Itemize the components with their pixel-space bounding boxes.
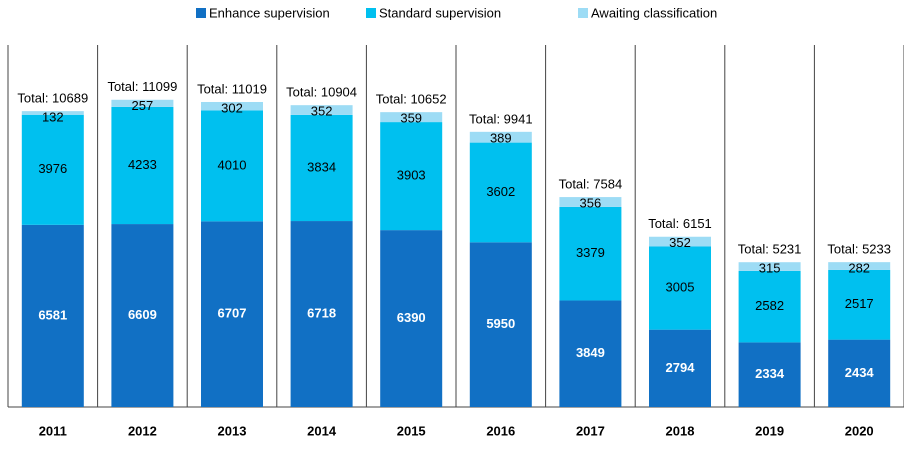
bar-segment xyxy=(380,122,443,231)
legend-label: Enhance supervision xyxy=(209,5,330,20)
legend-swatch xyxy=(366,8,376,18)
bar-segment xyxy=(201,101,263,111)
value-label: 302 xyxy=(221,100,243,115)
total-label: Total: 9941 xyxy=(469,111,533,126)
bar-segment xyxy=(21,111,84,115)
value-label: 352 xyxy=(669,235,691,250)
bar-segment xyxy=(290,105,353,115)
value-label: 3602 xyxy=(486,184,515,199)
x-tick-label: 2016 xyxy=(486,423,515,438)
value-label: 352 xyxy=(311,104,333,119)
total-label: Total: 10904 xyxy=(286,85,357,100)
bar-segment xyxy=(201,110,263,222)
value-label: 4010 xyxy=(218,157,247,172)
value-label: 257 xyxy=(132,98,154,113)
x-tick-label: 2014 xyxy=(307,423,337,438)
total-label: Total: 7584 xyxy=(559,177,623,192)
bar-segment xyxy=(469,242,532,407)
bar-segment xyxy=(469,131,532,143)
x-tick-label: 2012 xyxy=(128,423,157,438)
value-label: 2434 xyxy=(845,365,875,380)
bar-segment xyxy=(738,270,801,343)
value-label: 389 xyxy=(490,130,512,145)
legend-swatch xyxy=(196,8,206,18)
total-label: Total: 5231 xyxy=(738,242,802,257)
total-label: Total: 6151 xyxy=(648,216,712,231)
value-label: 2794 xyxy=(666,360,696,375)
value-label: 3379 xyxy=(576,245,605,260)
value-label: 3834 xyxy=(307,159,336,174)
bar-segment xyxy=(828,269,891,340)
legend-label: Awaiting classification xyxy=(591,5,717,20)
value-label: 282 xyxy=(848,261,870,276)
total-label: Total: 10652 xyxy=(376,92,447,107)
bar-segment xyxy=(111,106,174,225)
total-label: Total: 11019 xyxy=(197,81,267,96)
value-label: 6707 xyxy=(218,306,247,321)
bar-segment xyxy=(649,246,711,330)
bar-segment xyxy=(738,342,801,407)
x-tick-label: 2011 xyxy=(39,423,67,438)
bar-segment xyxy=(559,197,622,207)
value-label: 4233 xyxy=(128,157,157,172)
value-label: 132 xyxy=(42,110,64,125)
total-label: Total: 10689 xyxy=(17,91,88,106)
x-tick-label: 2018 xyxy=(666,423,695,438)
value-label: 3005 xyxy=(666,280,695,295)
value-label: 6718 xyxy=(307,305,336,320)
bar-segment xyxy=(21,224,84,407)
value-label: 3849 xyxy=(576,345,605,360)
value-label: 2334 xyxy=(755,366,785,381)
bar-segment xyxy=(828,339,891,407)
bar-segment xyxy=(111,224,174,407)
x-tick-label: 2019 xyxy=(755,423,784,438)
bar-segment xyxy=(828,262,891,270)
bar-segment xyxy=(21,114,84,225)
value-label: 6609 xyxy=(128,307,157,322)
bar-segment xyxy=(201,221,263,407)
value-label: 3976 xyxy=(38,161,67,176)
value-label: 2582 xyxy=(755,298,784,313)
value-label: 6581 xyxy=(38,307,67,322)
value-label: 5950 xyxy=(486,316,515,331)
total-label: Total: 5233 xyxy=(827,242,891,257)
value-label: 315 xyxy=(759,261,781,276)
bar-segment xyxy=(111,99,174,107)
bar-segment xyxy=(559,206,622,301)
total-label: Total: 11099 xyxy=(107,79,177,94)
x-tick-label: 2020 xyxy=(845,423,874,438)
value-label: 2517 xyxy=(845,296,874,311)
value-label: 356 xyxy=(580,196,602,211)
x-tick-label: 2013 xyxy=(218,423,247,438)
bar-segment xyxy=(649,329,711,407)
bar-segment xyxy=(290,221,353,407)
bar-segment xyxy=(649,236,711,247)
bar-segment xyxy=(559,300,622,407)
value-label: 3903 xyxy=(397,168,426,183)
bar-segment xyxy=(738,262,801,271)
value-label: 359 xyxy=(400,111,422,126)
bar-segment xyxy=(290,114,353,222)
legend-label: Standard supervision xyxy=(379,5,501,20)
x-tick-label: 2017 xyxy=(576,423,605,438)
x-tick-label: 2015 xyxy=(397,423,426,438)
value-label: 6390 xyxy=(397,310,426,325)
bar-segment xyxy=(469,142,532,243)
legend-swatch xyxy=(578,8,588,18)
bar-segment xyxy=(380,230,443,407)
bar-segment xyxy=(380,112,443,123)
